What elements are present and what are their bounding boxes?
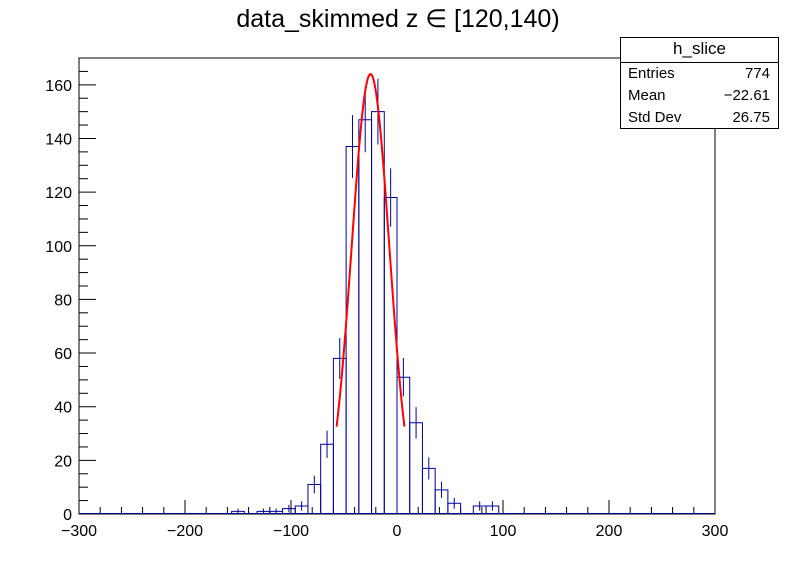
x-tick-label: 200 [596,523,623,540]
stats-value-entries: 774 [744,65,770,82]
x-tick-label: 300 [702,523,729,540]
stats-value-stddev: 26.75 [732,109,770,126]
error-bars [237,78,493,514]
x-tick-label: −200 [167,523,203,540]
stats-row-entries: Entries 774 [621,63,778,85]
stats-box-title: h_slice [621,38,778,63]
stats-label-stddev: Std Dev [628,109,682,126]
y-tick-label: 20 [54,453,72,470]
y-tick-label: 0 [63,507,72,524]
stats-value-mean: −22.61 [723,87,770,104]
stats-box: h_slice Entries 774 Mean −22.61 Std Dev … [620,37,779,129]
histogram-bin [345,146,360,514]
stats-label-mean: Mean [628,87,666,104]
histogram-bin [371,111,385,514]
y-tick-label: 60 [54,346,72,363]
x-tick-label: −300 [61,523,97,540]
gaussian-fit-curve [335,73,406,427]
y-tick-label: 100 [45,239,72,256]
stats-row-stddev: Std Dev 26.75 [621,107,778,129]
stats-row-mean: Mean −22.61 [621,85,778,107]
histogram-bin [383,196,398,514]
y-tick-label: 80 [54,292,72,309]
histogram-bin [396,376,411,514]
y-tick-label: 120 [45,185,72,202]
histogram-bin [358,119,373,514]
histogram [79,111,715,514]
x-tick-label: 100 [490,523,517,540]
histogram-bin [332,357,347,514]
y-tick-label: 140 [45,131,72,148]
x-axis: −300 −200 −100 0 100 200 300 [61,500,728,540]
x-tick-label: 0 [393,523,402,540]
y-tick-label: 160 [45,78,72,95]
x-tick-label: −100 [273,523,309,540]
stats-label-entries: Entries [628,65,675,82]
y-tick-label: 40 [54,400,72,417]
chart-title: data_skimmed z ∈ [120,140) [236,5,560,33]
y-axis: 0 20 40 60 80 100 120 140 160 [45,57,96,524]
